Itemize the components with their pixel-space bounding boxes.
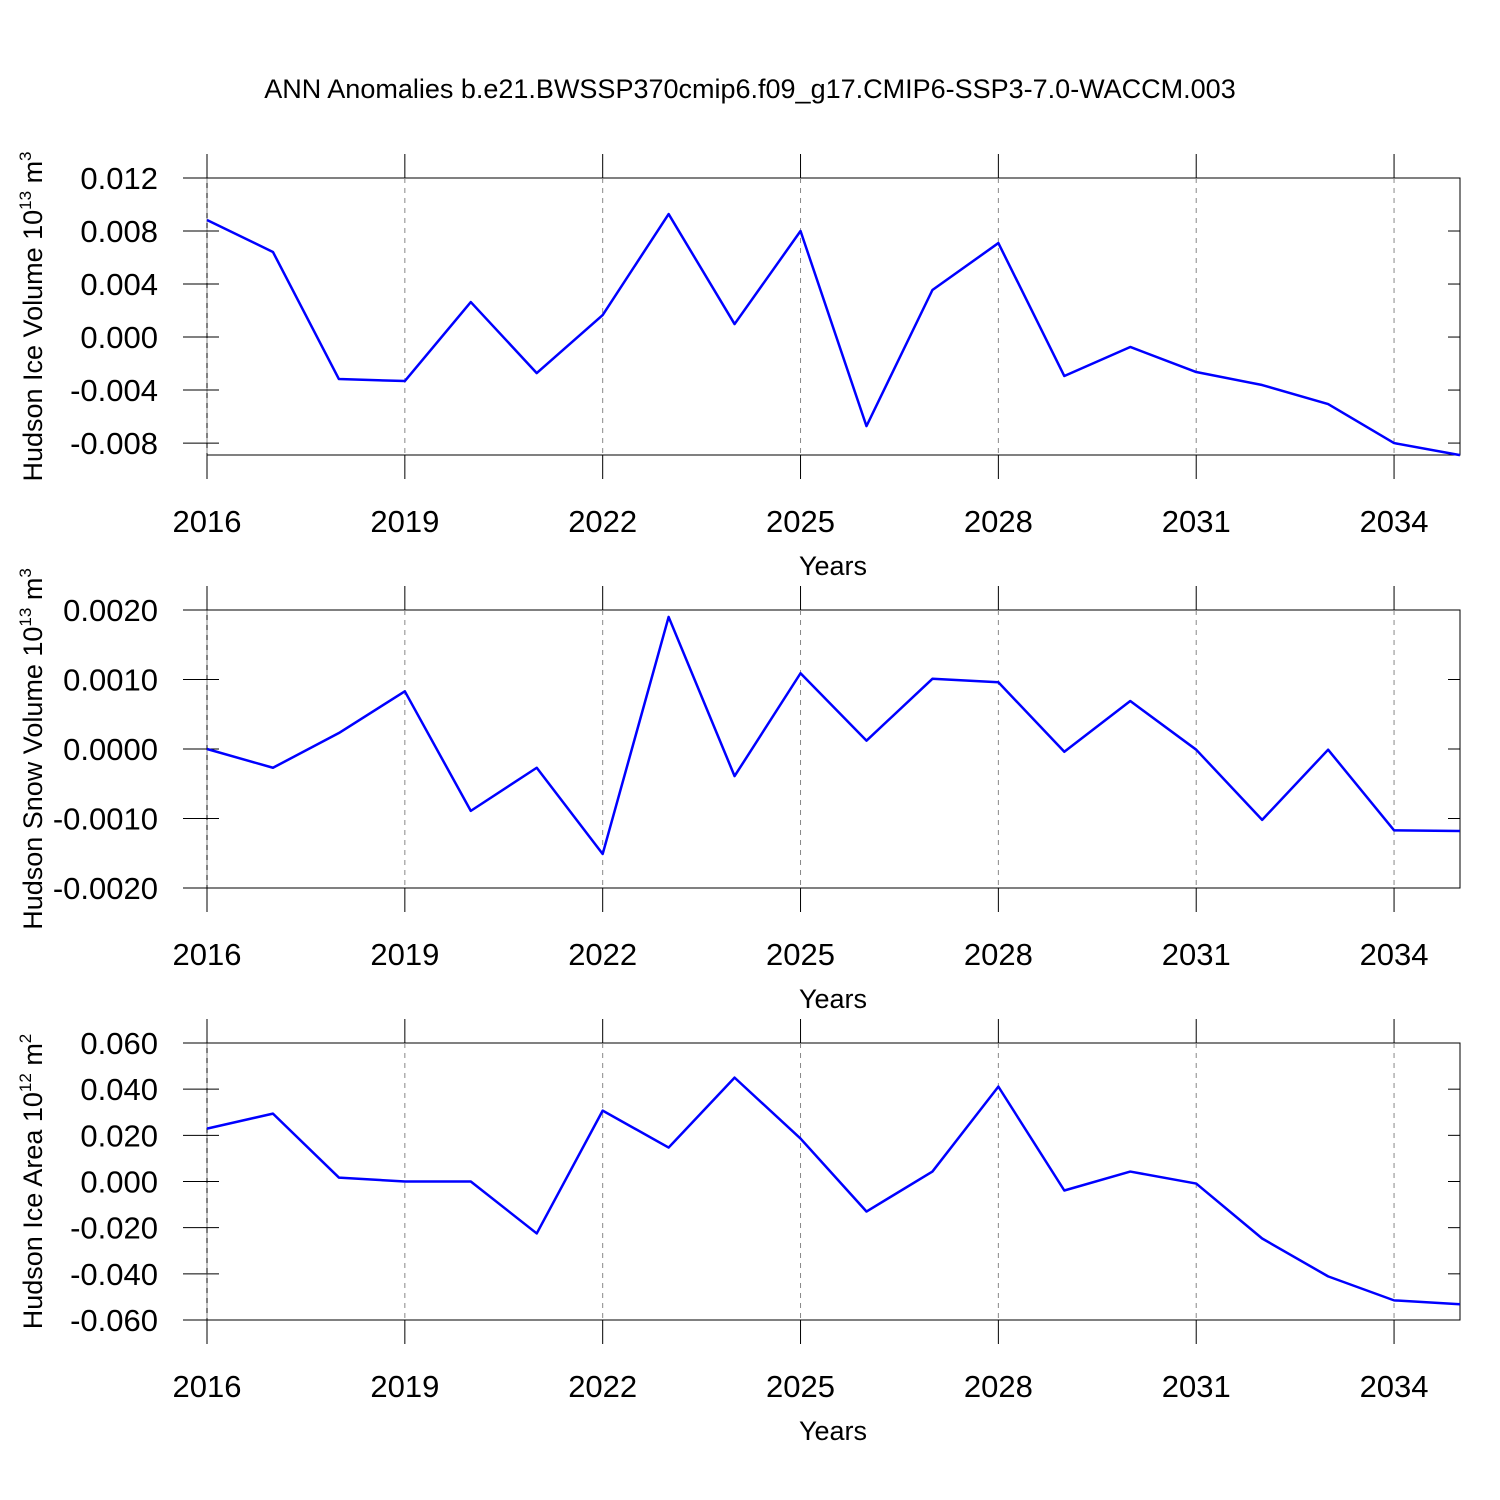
x-tick-label: 2022	[568, 937, 637, 972]
y-tick-label: 0.012	[80, 161, 158, 196]
y-label-text: Hudson Ice Volume 10	[18, 210, 48, 482]
y-label-text: m	[18, 1043, 48, 1073]
y-tick-label: -0.004	[70, 373, 158, 408]
x-tick-label: 2028	[964, 504, 1033, 539]
y-tick-label: 0.0000	[63, 732, 158, 767]
x-axis-label: Years	[799, 551, 867, 581]
x-tick-label: 2016	[173, 1369, 242, 1404]
x-tick-label: 2034	[1360, 1369, 1429, 1404]
plot-frame	[206, 177, 1461, 456]
y-label-exponent: 3	[16, 151, 35, 160]
y-tick-label: 0.000	[80, 1165, 158, 1200]
y-label-text: m	[18, 161, 48, 191]
x-tick-label: 2028	[964, 937, 1033, 972]
y-axis-label: Hudson Snow Volume 1013 m3	[16, 568, 48, 930]
y-axis-label: Hudson Ice Volume 1013 m3	[16, 151, 48, 481]
x-tick-label: 2019	[370, 1369, 439, 1404]
y-label-text: m	[18, 578, 48, 608]
x-tick-label: 2034	[1360, 937, 1429, 972]
x-tick-label: 2016	[173, 937, 242, 972]
x-axis-label: Years	[799, 984, 867, 1014]
x-tick-label: 2022	[568, 1369, 637, 1404]
data-line	[206, 615, 1461, 856]
y-tick-label: -0.0010	[53, 802, 158, 837]
y-label-text: Hudson Ice Area 10	[18, 1092, 48, 1329]
y-tick-label: 0.000	[80, 320, 158, 355]
data-line	[206, 212, 1461, 457]
y-tick-label: 0.004	[80, 267, 158, 302]
x-tick-label: 2022	[568, 504, 637, 539]
y-label-exponent: 3	[16, 568, 35, 577]
y-label-exponent: 12	[16, 1073, 35, 1092]
y-label-exponent: 13	[16, 608, 35, 627]
y-tick-label: 0.008	[80, 214, 158, 249]
y-label-text: Hudson Snow Volume 10	[18, 627, 48, 930]
plot-frame	[206, 609, 1461, 889]
y-tick-label: 0.0010	[63, 663, 158, 698]
x-tick-label: 2025	[766, 937, 835, 972]
y-label-exponent: 2	[16, 1034, 35, 1043]
x-tick-label: 2025	[766, 504, 835, 539]
y-tick-label: -0.008	[70, 426, 158, 461]
x-tick-label: 2019	[370, 937, 439, 972]
x-tick-label: 2031	[1162, 504, 1231, 539]
x-tick-label: 2031	[1162, 1369, 1231, 1404]
y-tick-label: 0.060	[80, 1026, 158, 1061]
y-tick-label: -0.060	[70, 1303, 158, 1338]
y-tick-label: -0.040	[70, 1257, 158, 1292]
y-axis-label: Hudson Ice Area 1012 m2	[16, 1034, 48, 1330]
y-label-exponent: 13	[16, 191, 35, 210]
y-tick-label: 0.040	[80, 1072, 158, 1107]
chart-title: ANN Anomalies b.e21.BWSSP370cmip6.f09_g1…	[264, 74, 1235, 104]
x-tick-label: 2025	[766, 1369, 835, 1404]
y-tick-label: -0.020	[70, 1211, 158, 1246]
x-axis-label: Years	[799, 1416, 867, 1446]
x-tick-label: 2034	[1360, 504, 1429, 539]
y-tick-label: 0.020	[80, 1118, 158, 1153]
x-tick-label: 2031	[1162, 937, 1231, 972]
y-tick-label: 0.0020	[63, 593, 158, 628]
x-tick-label: 2019	[370, 504, 439, 539]
data-line	[206, 1076, 1461, 1306]
x-tick-label: 2028	[964, 1369, 1033, 1404]
x-tick-label: 2016	[173, 504, 242, 539]
y-tick-label: -0.0020	[53, 871, 158, 906]
